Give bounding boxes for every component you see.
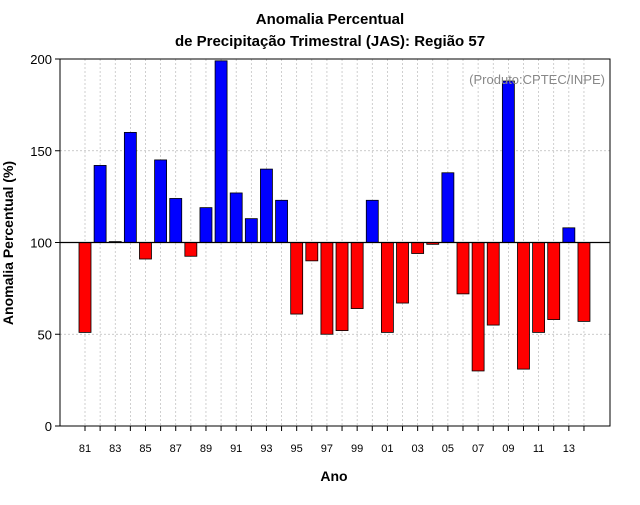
x-tick-label: 95 — [291, 443, 303, 455]
y-tick-label: 0 — [45, 419, 52, 434]
bar-03 — [411, 242, 425, 254]
y-tick-label: 150 — [30, 144, 52, 159]
bar-10 — [517, 242, 530, 370]
grid-lines — [60, 58, 610, 427]
x-tick-label: 01 — [381, 443, 393, 455]
bar-82 — [93, 165, 107, 243]
bar-13 — [562, 227, 576, 243]
source-annotation: (Produto:CPTEC/INPE) — [469, 72, 605, 87]
x-axis-label: Ano — [320, 468, 347, 484]
bar-88 — [184, 242, 198, 257]
bar-95 — [290, 242, 304, 315]
x-tick-label: 05 — [442, 443, 454, 455]
y-tick-label: 200 — [30, 52, 52, 67]
bar-12 — [547, 242, 561, 320]
bar-87 — [169, 198, 183, 243]
bar-07 — [471, 242, 485, 372]
bar-81 — [78, 242, 92, 333]
bar-98 — [335, 242, 349, 331]
bar-89 — [199, 207, 213, 243]
bar-00 — [365, 199, 379, 243]
x-tick-label: 07 — [472, 443, 484, 455]
bar-08 — [486, 242, 500, 326]
bar-84 — [123, 131, 137, 243]
bar-90 — [214, 60, 228, 243]
bar-92 — [244, 218, 258, 243]
bar-05 — [441, 172, 455, 243]
bar-91 — [229, 192, 243, 243]
y-axis-label: Anomalia Percentual (%) — [0, 161, 16, 325]
x-tick-label: 97 — [321, 443, 333, 455]
x-tick-label: 99 — [351, 443, 363, 455]
x-tick-label: 13 — [563, 443, 575, 455]
bar-09 — [501, 80, 515, 243]
x-tick-label: 81 — [79, 443, 91, 455]
x-tick-label: 85 — [139, 443, 151, 455]
bar-97 — [320, 242, 334, 335]
bar-14 — [577, 242, 591, 322]
x-tick-label: 09 — [502, 443, 514, 455]
bar-11 — [532, 242, 545, 333]
y-axis: 0 50 100 150 200 — [30, 52, 60, 434]
bars — [78, 60, 591, 372]
x-tick-label: 89 — [200, 443, 212, 455]
y-tick-label: 50 — [38, 327, 52, 342]
chart-title-line1: Anomalia Percentual — [256, 11, 404, 28]
bar-96 — [305, 242, 319, 262]
bar-99 — [350, 242, 364, 309]
x-tick-label: 11 — [533, 443, 544, 455]
x-tick-label: 83 — [109, 443, 121, 455]
x-tick-label: 91 — [230, 443, 242, 455]
x-tick-label: 87 — [170, 443, 182, 455]
x-tick-label: 93 — [260, 443, 272, 455]
bar-86 — [154, 159, 168, 243]
chart-title-line2: de Precipitação Trimestral (JAS): Região… — [175, 33, 485, 50]
x-tick-label: 03 — [412, 443, 424, 455]
y-tick-label: 100 — [30, 236, 52, 251]
bar-94 — [275, 199, 288, 243]
bar-93 — [260, 168, 273, 243]
x-axis: 81 83 85 87 89 91 93 95 97 99 01 03 05 07 09 11 13 — [79, 426, 585, 455]
bar-85 — [139, 242, 152, 260]
bar-01 — [380, 242, 394, 333]
bar-02 — [396, 242, 409, 304]
bar-06 — [456, 242, 470, 295]
